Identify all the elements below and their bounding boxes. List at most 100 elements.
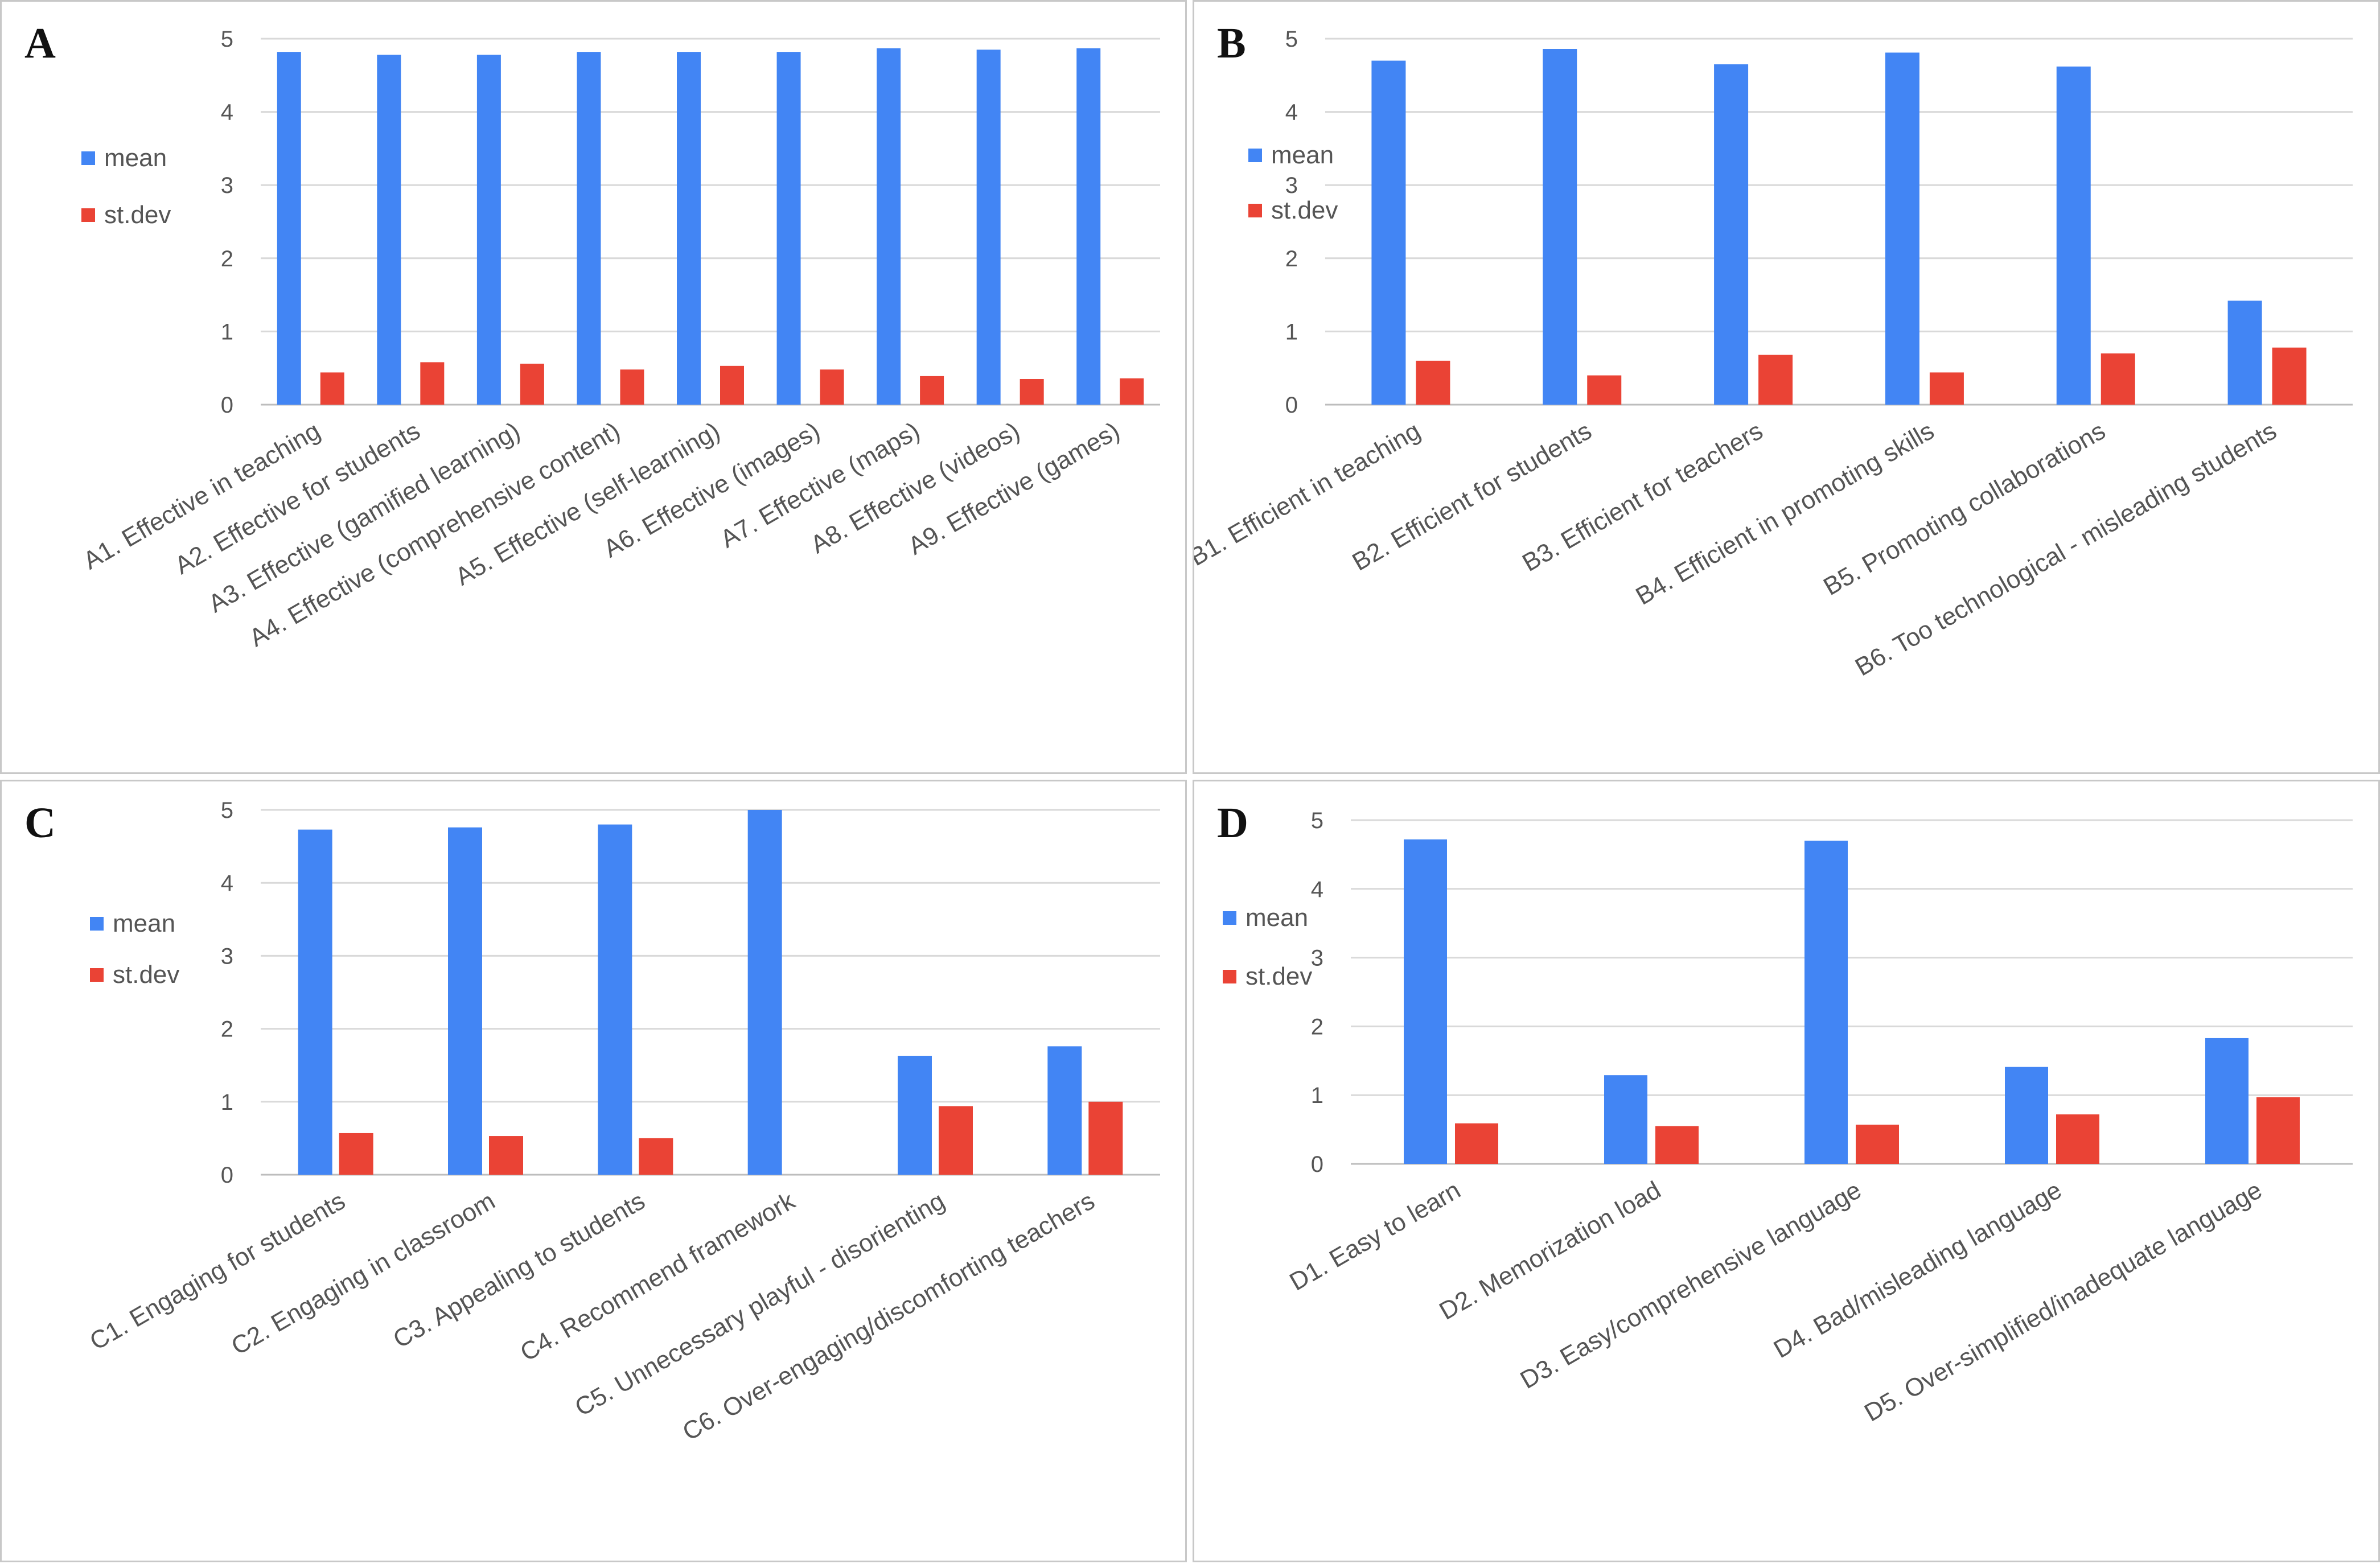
- bar-mean: [1543, 49, 1577, 405]
- bar-stdev: [489, 1136, 523, 1175]
- chart-panel-a: A 0 1 2 3 4 5 A1. Effective in teaching A2. Eff…: [0, 0, 1187, 774]
- y-tick-label: 0: [1285, 393, 1298, 418]
- legend-label-stdev: st.dev: [104, 201, 171, 229]
- x-category-label: C3. Appealing to students: [389, 1187, 650, 1353]
- bar-stdev: [639, 1138, 673, 1175]
- y-tick-label: 3: [1285, 173, 1298, 198]
- bar-stdev: [520, 363, 544, 405]
- y-tick-label: 3: [221, 173, 233, 198]
- legend-swatch-mean: [90, 917, 104, 931]
- y-tick-label: 4: [221, 871, 233, 896]
- y-tick-label: 3: [221, 944, 233, 969]
- y-tick-label: 4: [221, 100, 233, 125]
- legend-label-mean: mean: [113, 909, 176, 937]
- bar-stdev: [1020, 378, 1044, 405]
- y-tick-label: 2: [1285, 246, 1298, 271]
- legend-item-stdev: st.dev: [90, 961, 179, 989]
- bar-stdev: [420, 362, 445, 405]
- x-category-label: B4. Efficient in promoting skills: [1631, 417, 1939, 610]
- bar-mean: [2205, 1038, 2249, 1164]
- bar-mean: [1604, 1075, 1647, 1164]
- legend-swatch-stdev: [81, 208, 95, 222]
- legend-swatch-stdev: [90, 968, 104, 982]
- bar-mean: [1404, 839, 1447, 1164]
- legend-label-stdev: st.dev: [113, 961, 180, 989]
- y-tick-label: 1: [1285, 319, 1298, 344]
- y-tick-label: 0: [221, 393, 233, 418]
- bar-stdev: [920, 376, 944, 405]
- x-category-label: C1. Engaging for students: [85, 1187, 350, 1356]
- bar-stdev: [820, 369, 844, 405]
- y-tick-label: 1: [221, 1090, 233, 1115]
- bar-mean: [598, 824, 632, 1175]
- bar-stdev: [720, 365, 744, 405]
- y-tick-label: 0: [221, 1163, 233, 1188]
- bar-stdev: [339, 1133, 373, 1175]
- y-tick-label: 0: [1311, 1152, 1323, 1177]
- legend-label-mean: mean: [104, 144, 167, 172]
- legend-item-mean: mean: [1223, 904, 1308, 932]
- panel-label: D: [1217, 799, 1248, 847]
- bar-stdev: [1929, 372, 1964, 405]
- chart-panel-d: D 0 1 2 3 4 5 D1. Easy to learn D2. Memorizatio…: [1193, 780, 2380, 1562]
- y-tick-label: 1: [1311, 1083, 1323, 1108]
- y-tick-label: 4: [1311, 877, 1323, 902]
- x-category-label: B5. Promoting collaborations: [1819, 417, 2110, 601]
- bar-stdev: [1088, 1101, 1123, 1175]
- x-category-label: C2. Engaging in classroom: [227, 1187, 500, 1360]
- legend-item-stdev: st.dev: [81, 201, 171, 229]
- y-tick-label: 2: [221, 246, 233, 271]
- legend-item-stdev: st.dev: [1223, 962, 1312, 991]
- chart-panel-c: C 0 1 2 3 4 5 C1. Engaging for students C2. Eng…: [0, 780, 1187, 1562]
- bar-stdev: [320, 372, 344, 405]
- x-category-label: D3. Easy/comprehensive language: [1516, 1176, 1866, 1394]
- bar-mean: [2056, 66, 2091, 405]
- bar-stdev: [1587, 375, 1622, 405]
- bar-mean: [747, 810, 782, 1175]
- y-tick-label: 2: [1311, 1014, 1323, 1039]
- y-tick-label: 5: [221, 27, 233, 52]
- bar-stdev: [1655, 1126, 1699, 1164]
- bar-mean: [577, 52, 601, 405]
- bar-stdev: [1416, 360, 1450, 405]
- bar-mean: [2005, 1067, 2048, 1164]
- y-tick-label: 3: [1311, 946, 1323, 971]
- bar-stdev: [1758, 355, 1793, 405]
- bar-mean: [2227, 301, 2262, 405]
- panel-label: A: [24, 19, 56, 67]
- panel-label: B: [1217, 19, 1246, 67]
- x-category-label: C4. Recommend framework: [516, 1187, 800, 1367]
- legend-item-mean: mean: [1248, 141, 1334, 170]
- y-tick-label: 5: [1311, 808, 1323, 833]
- legend-label-stdev: st.dev: [1271, 196, 1338, 224]
- y-tick-label: 4: [1285, 100, 1298, 125]
- bar-mean: [877, 48, 901, 405]
- bar-mean: [776, 52, 801, 405]
- y-tick-label: 5: [1285, 27, 1298, 52]
- bar-mean: [677, 52, 701, 405]
- bar-mean: [277, 52, 301, 405]
- legend-swatch-stdev: [1223, 970, 1236, 983]
- x-category-label: D5. Over-simplified/inadequate language: [1860, 1176, 2267, 1427]
- bar-stdev: [2056, 1114, 2099, 1164]
- y-tick-label: 5: [221, 798, 233, 823]
- legend-swatch-mean: [1223, 911, 1236, 925]
- panel-label: C: [24, 799, 56, 847]
- bar-mean: [1371, 60, 1406, 405]
- y-tick-label: 2: [221, 1017, 233, 1042]
- bar-mean: [1885, 52, 1919, 405]
- legend-swatch-mean: [1248, 149, 1262, 162]
- bar-stdev: [2101, 353, 2135, 405]
- y-tick-label: 1: [221, 319, 233, 344]
- bar-mean: [898, 1056, 932, 1175]
- bar-mean: [448, 827, 482, 1175]
- bar-stdev: [1120, 378, 1144, 405]
- bar-mean: [1047, 1046, 1082, 1175]
- chart-panel-b: B 0 1 2 3 4 5 B1. Efficient in teaching B2. Eff…: [1193, 0, 2380, 774]
- bar-stdev: [939, 1106, 973, 1175]
- bar-stdev: [2256, 1097, 2300, 1164]
